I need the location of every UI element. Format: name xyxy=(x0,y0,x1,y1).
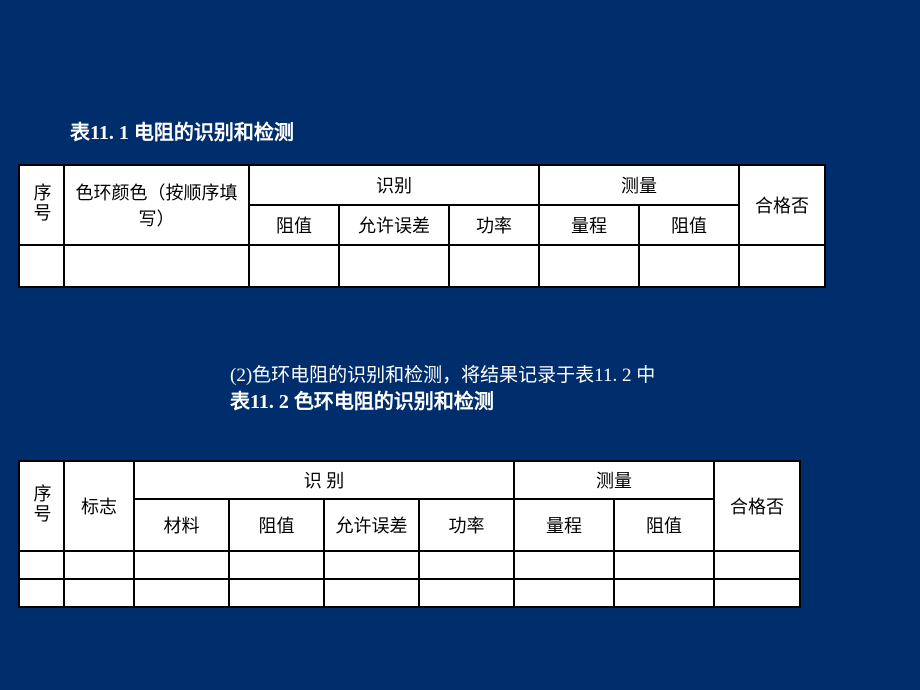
table2: 序号 标志 识 别 测量 合格否 材料 阻值 允许误差 功率 量程 阻值 xyxy=(18,460,801,608)
t2-header-measurement: 测量 xyxy=(514,461,714,499)
t1-header-tolerance: 允许误差 xyxy=(339,205,449,245)
t1-header-serial: 序号 xyxy=(19,165,64,245)
t1-header-color-ring: 色环颜色（按顺序填写） xyxy=(64,165,249,245)
t2-header-resistance: 阻值 xyxy=(229,499,324,551)
t2-header-mark: 标志 xyxy=(64,461,134,551)
t1-header-measurement: 测量 xyxy=(539,165,739,205)
t1-header-range: 量程 xyxy=(539,205,639,245)
t2-header-qualified: 合格否 xyxy=(714,461,800,551)
table2-title: 表11. 2 色环电阻的识别和检测 xyxy=(230,385,494,414)
table1-title: 表11. 1 电阻的识别和检测 xyxy=(70,116,294,145)
section2-paragraph: (2)色环电阻的识别和检测，将结果记录于表11. 2 中 xyxy=(230,360,655,387)
t2-header-identification: 识 别 xyxy=(134,461,514,499)
t2-header-tolerance: 允许误差 xyxy=(324,499,419,551)
t1-header-qualified: 合格否 xyxy=(739,165,825,245)
t2-header-material: 材料 xyxy=(134,499,229,551)
t1-header-resistance2: 阻值 xyxy=(639,205,739,245)
t1-header-power: 功率 xyxy=(449,205,539,245)
t1-header-resistance: 阻值 xyxy=(249,205,339,245)
t2-header-range: 量程 xyxy=(514,499,614,551)
table-row xyxy=(19,245,825,287)
table-row xyxy=(19,579,800,607)
table-row xyxy=(19,551,800,579)
t2-header-power: 功率 xyxy=(419,499,514,551)
t2-header-serial: 序号 xyxy=(19,461,64,551)
t1-header-identification: 识别 xyxy=(249,165,539,205)
table1: 序号 色环颜色（按顺序填写） 识别 测量 合格否 阻值 允许误差 功率 量程 阻… xyxy=(18,164,826,288)
t2-header-resistance2: 阻值 xyxy=(614,499,714,551)
